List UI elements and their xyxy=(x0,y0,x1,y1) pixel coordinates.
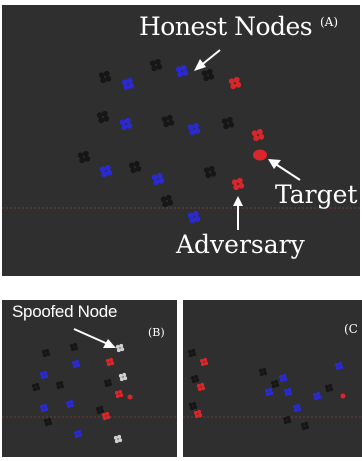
honest-node-icon xyxy=(77,150,91,164)
spoofed-node-arrowhead xyxy=(103,339,116,348)
honest-node-icon xyxy=(73,429,83,439)
panel-b-nodes xyxy=(31,342,133,444)
target-label: Target xyxy=(275,180,358,209)
honest-node-icon xyxy=(221,116,235,130)
panel-a-tag: (A) xyxy=(320,15,339,29)
honest-node-icon xyxy=(201,68,215,82)
honest-node-icon xyxy=(103,378,113,388)
panel-a-canvas xyxy=(2,49,360,230)
honest-node-icon xyxy=(278,373,288,383)
honest-node-icon xyxy=(71,359,81,369)
adversary-arrowhead xyxy=(233,196,243,206)
spoofed-node-icon xyxy=(113,434,123,444)
adversary-node-icon xyxy=(114,389,124,399)
adversary-label: Adversary xyxy=(176,230,305,259)
adversary-node-icon xyxy=(101,411,111,421)
adversary-node-icon xyxy=(193,409,203,419)
panel-a-nodes xyxy=(77,58,267,224)
honest-node-icon xyxy=(121,77,135,91)
honest-node-icon xyxy=(324,383,334,393)
target-arrowhead xyxy=(268,159,281,169)
panel-a xyxy=(2,5,360,276)
honest-node-icon xyxy=(292,403,302,413)
honest-node-icon xyxy=(128,160,142,174)
target-arrow xyxy=(273,162,301,181)
honest-node-icon xyxy=(190,374,200,384)
honest-node-icon xyxy=(283,387,293,397)
panel-b-tag: (B) xyxy=(148,326,165,339)
spoofed-node-arrow xyxy=(73,328,111,346)
honest-node-icon xyxy=(31,382,41,392)
honest-node-icon xyxy=(98,70,112,84)
honest-node-icon xyxy=(39,370,49,380)
adversary-node-icon xyxy=(199,357,209,367)
adversary-node-icon xyxy=(251,128,265,142)
target-icon xyxy=(253,149,267,161)
spoofed-node-label: Spoofed Node xyxy=(12,302,118,321)
honest-node-icon xyxy=(187,122,201,136)
honest-node-icon xyxy=(69,342,79,352)
honest-node-icon xyxy=(282,415,292,425)
honest-node-icon xyxy=(187,348,197,358)
spoofed-node-icon xyxy=(115,343,125,353)
honest-node-icon xyxy=(96,110,110,124)
honest-node-icon xyxy=(55,380,65,390)
honest-node-icon xyxy=(188,401,198,411)
honest-node-icon xyxy=(43,417,53,427)
panel-c-canvas xyxy=(183,348,362,431)
honest-node-icon xyxy=(175,64,189,78)
adversary-node-icon xyxy=(231,177,245,191)
honest-node-icon xyxy=(39,403,49,413)
target-icon xyxy=(340,393,346,399)
honest-node-icon xyxy=(160,194,174,208)
honest-nodes-label: Honest Nodes xyxy=(139,12,313,41)
honest-node-icon xyxy=(95,405,105,415)
honest-node-icon xyxy=(270,379,280,389)
adversary-node-icon xyxy=(105,357,115,367)
panel-b-canvas xyxy=(2,328,177,444)
adversary-node-icon xyxy=(228,76,242,90)
honest-node-icon xyxy=(65,399,75,409)
honest-node-icon xyxy=(161,114,175,128)
spoofed-node-icon xyxy=(118,372,128,382)
honest-node-icon xyxy=(151,172,165,186)
panel-b xyxy=(2,300,177,457)
panel-c-nodes xyxy=(187,348,346,431)
honest-nodes-arrowhead xyxy=(194,59,206,71)
panel-c-tag: (C xyxy=(344,322,358,336)
honest-node-icon xyxy=(300,421,310,431)
honest-node-icon xyxy=(264,387,274,397)
honest-node-icon xyxy=(258,367,268,377)
adversary-node-icon xyxy=(196,382,206,392)
honest-node-icon xyxy=(149,58,163,72)
honest-node-icon xyxy=(99,164,113,178)
panel-c xyxy=(183,300,362,457)
honest-node-icon xyxy=(334,361,344,371)
honest-node-icon xyxy=(41,348,51,358)
honest-node-icon xyxy=(312,391,322,401)
target-icon xyxy=(127,394,133,400)
honest-node-icon xyxy=(203,165,217,179)
honest-node-icon xyxy=(119,117,133,131)
honest-node-icon xyxy=(187,210,201,224)
